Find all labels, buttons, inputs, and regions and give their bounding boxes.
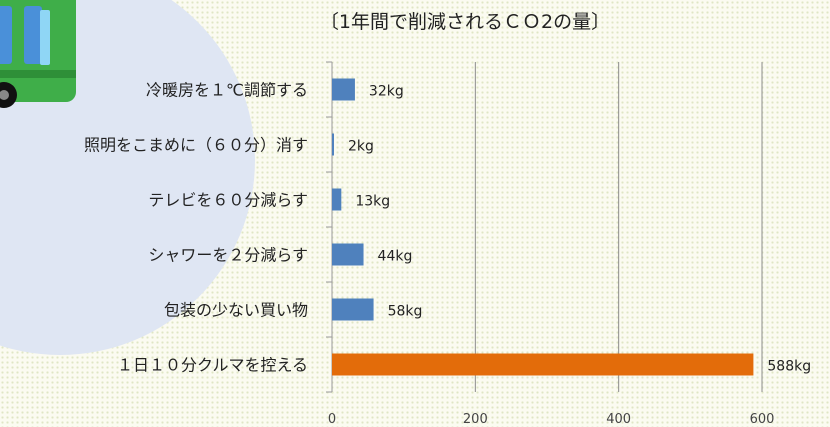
value-label: 58kg [388, 304, 423, 320]
chart-title: 〔1年間で削減されるＣＯ2の量〕 [320, 11, 610, 33]
x-tick-label: 0 [328, 412, 336, 427]
x-tick-label: 400 [606, 412, 631, 427]
category-label: テレビを６０分減らす [148, 191, 308, 210]
category-labels: 冷暖房を１℃調節する照明をこまめに（６０分）消すテレビを６０分減らすシャワーを２… [84, 81, 308, 375]
gridlines [474, 62, 763, 392]
value-label: 2kg [348, 139, 374, 155]
x-tick-label: 200 [463, 412, 488, 427]
plot-area: 冷暖房を１℃調節する照明をこまめに（６０分）消すテレビを６０分減らすシャワーを２… [84, 61, 811, 427]
x-tick-label: 600 [750, 412, 775, 427]
category-label: シャワーを２分減らす [148, 246, 308, 265]
value-label: 588kg [767, 359, 811, 375]
bar [332, 243, 364, 266]
bar [332, 188, 342, 211]
bar [332, 353, 754, 376]
bar [332, 298, 374, 321]
category-label: 照明をこまめに（６０分）消す [84, 136, 308, 155]
category-label: 冷暖房を１℃調節する [146, 81, 308, 100]
bar [332, 133, 334, 156]
category-axis-ticks [326, 61, 332, 393]
green-bus-illustration [0, 0, 76, 108]
category-label: １日１０分クルマを控える [117, 356, 308, 375]
category-label: 包装の少ない買い物 [164, 301, 308, 320]
bar [332, 78, 355, 101]
x-axis-tick-labels: 0 200 400 600 [328, 412, 775, 427]
value-label: 32kg [369, 84, 404, 100]
value-labels: 32kg 2kg 13kg 44kg 58kg 588kg [348, 84, 811, 375]
value-label: 13kg [355, 194, 390, 210]
value-label: 44kg [378, 249, 413, 265]
bars [332, 78, 754, 376]
